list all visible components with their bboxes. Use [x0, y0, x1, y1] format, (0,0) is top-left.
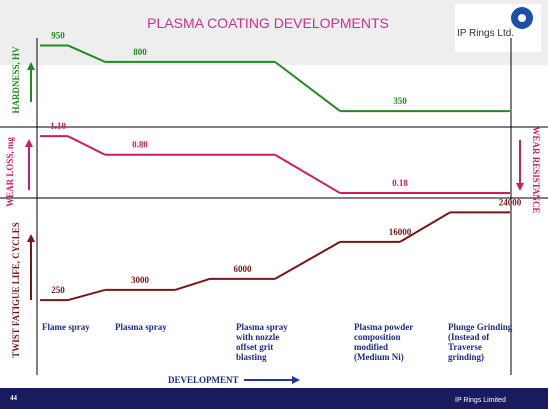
title: PLASMA COATING DEVELOPMENTS	[147, 15, 389, 31]
arrow-head	[516, 183, 524, 191]
y2-axis-label: WEAR RESISTANCE	[531, 126, 541, 213]
data-label: 250	[51, 285, 65, 295]
footer-bar	[0, 388, 548, 409]
data-label: 0.80	[132, 140, 148, 150]
line-connector	[274, 241, 341, 280]
x-axis-label: DEVELOPMENT	[168, 375, 239, 385]
x-tick-label: Plasma spray with nozzle offset grit blasti…	[236, 322, 288, 362]
data-label: 6000	[234, 264, 253, 274]
data-label: 0.18	[392, 178, 408, 188]
x-tick-label: Flame spray	[42, 322, 90, 332]
data-label: 1.10	[50, 121, 66, 131]
x-tick-label: Plunge Grinding (Instead of Traverse grindi…	[448, 322, 513, 362]
line-connector	[274, 153, 341, 194]
y-axis-label: TWIST FATIGUE LIFE, CYCLES	[11, 222, 21, 358]
line-connector	[399, 211, 451, 243]
logo-text: IP Rings Ltd.	[457, 28, 514, 39]
y-axis-label: HARDNESS, HV	[11, 46, 21, 114]
line-connector	[174, 277, 211, 291]
line-connector	[67, 288, 106, 302]
data-label: 3000	[131, 275, 150, 285]
arrow-head	[27, 234, 35, 242]
line-connector	[67, 44, 106, 63]
y-axis-label: WEAR LOSS, mg	[5, 137, 15, 207]
line-connector	[274, 61, 341, 112]
line-connector	[67, 135, 106, 156]
data-label: 800	[133, 47, 147, 57]
data-label: 16000	[389, 227, 412, 237]
company: IP Rings Limited	[455, 397, 506, 404]
logo-icon-hole	[518, 14, 526, 22]
x-tick-label: Plasma powder composition modified (Medium …	[354, 322, 413, 362]
data-label: 350	[393, 96, 407, 106]
x-tick-label: Plasma spray	[115, 322, 167, 332]
data-label: 24000	[499, 197, 522, 207]
data-label: 950	[51, 30, 65, 40]
arrow-head	[27, 62, 35, 70]
logo: IP Rings Ltd.	[455, 4, 541, 52]
page-number: 44	[10, 394, 18, 402]
arrow-head	[292, 376, 300, 384]
arrow-head	[25, 139, 33, 147]
